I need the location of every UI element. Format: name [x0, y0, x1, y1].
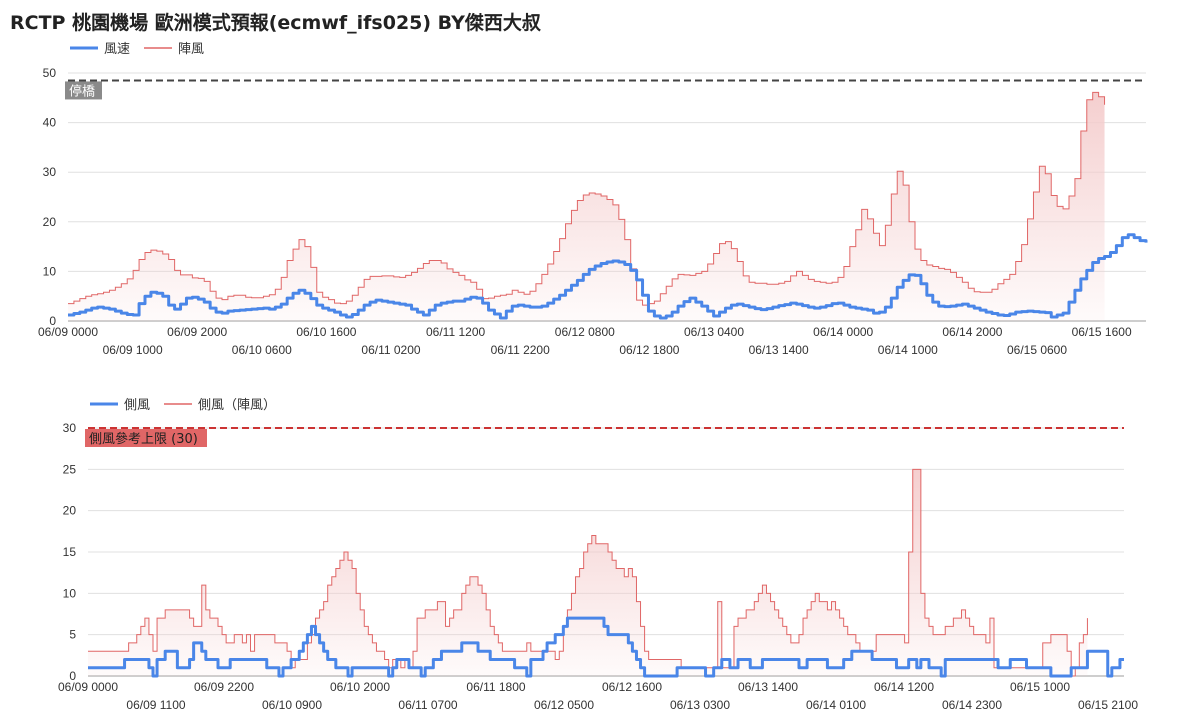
- y-tick-label: 15: [63, 545, 77, 559]
- y-tick-label: 0: [49, 314, 56, 328]
- gust-area: [88, 469, 1088, 676]
- reference-label-bg: [85, 429, 207, 447]
- x-tick-label: 06/11 1200: [426, 325, 485, 339]
- legend-label-gust: 陣風: [178, 42, 204, 57]
- y-tick-label: 20: [43, 215, 57, 229]
- gust-area: [68, 92, 1105, 322]
- x-tick-label: 06/09 1000: [103, 343, 163, 357]
- legend-label-primary: 側風: [124, 398, 150, 413]
- y-tick-label: 20: [63, 504, 77, 518]
- y-tick-label: 30: [63, 421, 77, 435]
- y-tick-label: 10: [63, 586, 77, 600]
- gust-series-line: [88, 468, 1088, 677]
- y-tick-label: 5: [69, 628, 76, 642]
- x-tick-label: 06/09 1100: [126, 698, 185, 712]
- x-tick-label: 06/13 1400: [738, 680, 798, 694]
- x-tick-label: 06/10 1600: [296, 325, 356, 339]
- reference-line-label: 側風參考上限 (30): [89, 432, 198, 447]
- x-tick-label: 06/11 0200: [361, 343, 420, 357]
- x-tick-label: 06/09 0000: [38, 325, 98, 339]
- crosswind-chart: 0 5 10 15 20 25 30 側風參考上限 (30) 06/09 0000 06/09 2…: [58, 398, 1138, 712]
- page-title: RCTP 桃園機場 歐洲模式預報(ecmwf_ifs025) BY傑西大叔: [10, 12, 541, 34]
- x-tick-label: 06/13 1400: [749, 343, 809, 357]
- primary-series-line: [68, 233, 1148, 320]
- x-tick-label: 06/10 2000: [330, 680, 390, 694]
- y-tick-label: 0: [69, 669, 76, 683]
- y-tick-label: 40: [43, 116, 57, 130]
- x-tick-label: 06/10 0900: [262, 698, 322, 712]
- x-tick-label: 06/14 1000: [878, 343, 938, 357]
- x-tick-label: 06/14 1200: [874, 680, 934, 694]
- y-tick-label: 10: [43, 264, 57, 278]
- x-tick-label: 06/15 2100: [1078, 698, 1138, 712]
- x-tick-label: 06/11 2200: [491, 343, 550, 357]
- y-tick-label: 50: [43, 66, 57, 80]
- reference-line-label: 停橋: [69, 83, 95, 99]
- y-tick-label: 30: [43, 165, 57, 179]
- x-tick-label: 06/12 1600: [602, 680, 662, 694]
- x-tick-label: 06/11 0700: [398, 698, 457, 712]
- legend-label-primary: 風速: [104, 42, 130, 57]
- x-tick-label: 06/15 1000: [1010, 680, 1070, 694]
- x-tick-label: 06/14 2300: [942, 698, 1002, 712]
- x-tick-label: 06/11 1800: [466, 680, 525, 694]
- x-tick-label: 06/15 1600: [1072, 325, 1132, 339]
- x-tick-label: 06/09 2200: [194, 680, 254, 694]
- x-tick-label: 06/14 0100: [806, 698, 866, 712]
- x-tick-label: 06/14 2000: [942, 325, 1002, 339]
- reference-label-bg: [65, 81, 102, 100]
- x-tick-label: 06/15 0600: [1007, 343, 1067, 357]
- x-tick-label: 06/09 0000: [58, 680, 118, 694]
- primary-series-line: [88, 616, 1124, 678]
- y-tick-label: 25: [63, 462, 77, 476]
- x-tick-label: 06/12 1800: [619, 343, 679, 357]
- legend-label-gust: 側風（陣風）: [198, 398, 276, 413]
- x-tick-label: 06/13 0300: [670, 698, 730, 712]
- wind-speed-chart: 0 10 20 30 40 50 停橋 06/09 0000 06/09 2000 06/10 1…: [38, 42, 1148, 357]
- x-tick-label: 06/10 0600: [232, 343, 292, 357]
- x-tick-label: 06/12 0800: [555, 325, 615, 339]
- x-tick-label: 06/13 0400: [684, 325, 744, 339]
- x-tick-label: 06/09 2000: [167, 325, 227, 339]
- x-tick-label: 06/14 0000: [813, 325, 873, 339]
- x-tick-label: 06/12 0500: [534, 698, 594, 712]
- gust-series-line: [68, 91, 1106, 306]
